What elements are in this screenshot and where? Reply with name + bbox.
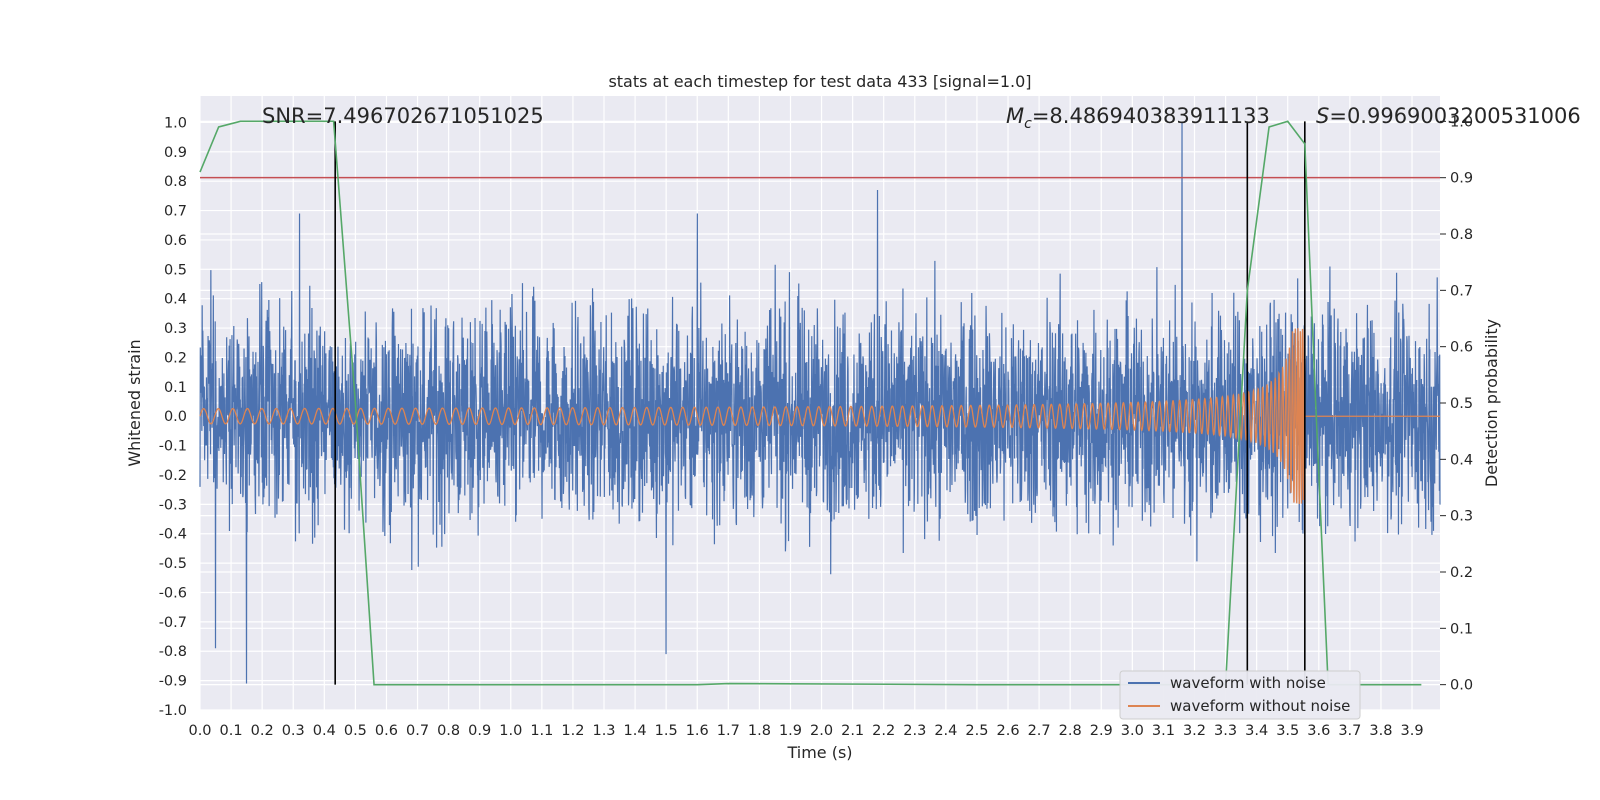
y-tick-label: -0.2 (159, 468, 187, 484)
mc-annotation: Mc=8.486940383911133 (1006, 104, 1270, 132)
snr-annotation: SNR=7.496702671051025 (262, 104, 544, 128)
y-tick-label: 0.0 (164, 409, 187, 425)
y-tick-label: 0.2 (164, 350, 187, 366)
s-annotation: S=0.9969003200531006 (1316, 104, 1581, 128)
x-tick-label: 1.2 (561, 723, 584, 739)
y-tick-label: 0.6 (164, 233, 187, 249)
legend-label-clean: waveform without noise (1170, 697, 1350, 715)
mc-value: =8.486940383911133 (1032, 104, 1270, 128)
y-tick-label: 0.1 (164, 380, 187, 396)
y-tick-label: 0.7 (164, 204, 187, 220)
x-tick-label: 1.1 (530, 723, 553, 739)
y2-axis-label: Detection probability (1482, 319, 1501, 487)
x-tick-label: 3.3 (1214, 723, 1237, 739)
y2-tick-label: 0.6 (1450, 340, 1473, 356)
y-tick-label: -0.4 (159, 527, 187, 543)
y2-tick-label: 0.1 (1450, 621, 1473, 637)
mc-subscript: c (1024, 116, 1032, 132)
x-tick-label: 2.9 (1090, 723, 1113, 739)
y2-tick-label: 0.5 (1450, 396, 1473, 412)
y-tick-label: 1.0 (164, 115, 187, 131)
x-tick-label: 3.5 (1276, 723, 1299, 739)
x-tick-label: 3.7 (1338, 723, 1361, 739)
x-tick-label: 1.4 (624, 723, 647, 739)
x-tick-label: 1.6 (686, 723, 709, 739)
x-tick-label: 0.3 (282, 723, 305, 739)
series-waveform-without-noise (199, 328, 1440, 505)
chart-title: stats at each timestep for test data 433… (608, 72, 1031, 91)
x-tick-label: 1.5 (655, 723, 678, 739)
y-axis-label: Whitened strain (125, 339, 144, 466)
y-tick-label: -0.3 (159, 497, 187, 513)
s-symbol: S (1316, 104, 1329, 128)
series-waveform-with-noise (199, 122, 1441, 684)
x-tick-label: 2.6 (996, 723, 1019, 739)
y-tick-label: -0.8 (159, 644, 187, 660)
x-tick-label: 2.1 (841, 723, 864, 739)
x-tick-label: 1.7 (717, 723, 740, 739)
x-tick-label: 2.2 (872, 723, 895, 739)
y-tick-label: 0.3 (164, 321, 187, 337)
y2-tick-label: 0.7 (1450, 283, 1473, 299)
x-tick-label: 0.8 (437, 723, 460, 739)
y-tick-label: -1.0 (159, 703, 187, 719)
x-tick-label: 0.0 (188, 723, 211, 739)
y-tick-label: -0.1 (159, 439, 187, 455)
y-tick-label: 0.4 (164, 292, 187, 308)
legend-label-noise: waveform with noise (1170, 674, 1326, 692)
x-tick-label: 0.4 (313, 723, 336, 739)
y-tick-label: -0.5 (159, 556, 187, 572)
x-axis-label: Time (s) (786, 743, 852, 762)
x-tick-label: 0.5 (344, 723, 367, 739)
y-tick-label: -0.7 (159, 615, 187, 631)
x-tick-label: 1.3 (592, 723, 615, 739)
x-tick-label: 3.4 (1245, 723, 1268, 739)
s-value: =0.9969003200531006 (1329, 104, 1580, 128)
y-tick-label: 0.9 (164, 145, 187, 161)
series-detection-probability (199, 120, 1422, 686)
y-tick-label: -0.9 (159, 674, 187, 690)
x-tick-label: 2.3 (903, 723, 926, 739)
x-tick-label: 0.6 (375, 723, 398, 739)
x-tick-label: 3.1 (1152, 723, 1175, 739)
x-tick-label: 0.9 (468, 723, 491, 739)
y2-tick-label: 1.0 (1450, 114, 1473, 130)
x-tick-label: 2.5 (965, 723, 988, 739)
x-tick-label: 0.7 (406, 723, 429, 739)
x-tick-label: 3.2 (1183, 723, 1206, 739)
ticks: 0.0 0.1 0.2 0.3 0.4 0.5 0.6 0.7 0.8 0.9 1.0 1.1 1.2 1… (159, 114, 1473, 739)
y2-tick-label: 0.0 (1450, 678, 1473, 694)
x-tick-label: 2.4 (934, 723, 957, 739)
y2-tick-label: 0.8 (1450, 227, 1473, 243)
x-tick-label: 1.0 (499, 723, 522, 739)
x-tick-label: 2.8 (1059, 723, 1082, 739)
y-tick-label: 0.8 (164, 174, 187, 190)
x-tick-label: 3.0 (1121, 723, 1144, 739)
x-tick-label: 3.6 (1307, 723, 1330, 739)
x-tick-label: 1.8 (748, 723, 771, 739)
legend: waveform with noise waveform without noi… (1119, 670, 1361, 720)
x-tick-label: 0.1 (220, 723, 243, 739)
x-tick-label: 2.0 (810, 723, 833, 739)
x-tick-label: 3.8 (1369, 723, 1392, 739)
y2-tick-label: 0.4 (1450, 452, 1473, 468)
x-tick-label: 0.2 (251, 723, 274, 739)
y-tick-label: 0.5 (164, 262, 187, 278)
y2-tick-label: 0.2 (1450, 565, 1473, 581)
y-tick-label: -0.6 (159, 585, 187, 601)
y2-tick-label: 0.3 (1450, 509, 1473, 525)
y2-tick-label: 0.9 (1450, 171, 1473, 187)
plot-lines (199, 120, 1441, 686)
legend-box (1119, 670, 1361, 720)
x-tick-label: 2.7 (1028, 723, 1051, 739)
x-tick-label: 3.9 (1400, 723, 1423, 739)
mc-symbol: M (1006, 104, 1024, 128)
x-tick-label: 1.9 (779, 723, 802, 739)
